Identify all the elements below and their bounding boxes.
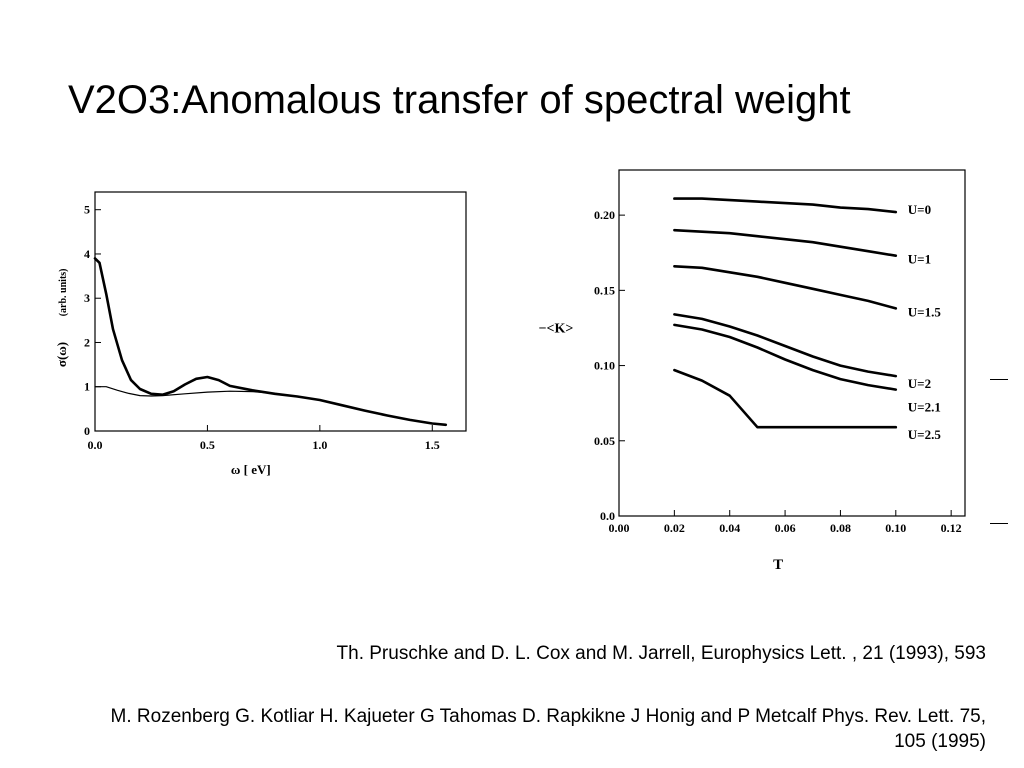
series-label: U=2 [908,376,931,391]
series-label: U=1 [908,252,931,267]
series-line-u-2-1 [673,323,898,391]
x-tick-label: 0.06 [775,521,796,535]
x-tick-label: 0.02 [664,521,685,535]
x-tick-label: 1.0 [312,438,327,452]
y-axis-label: −<K> [539,322,574,337]
y-tick-label: 0.20 [594,208,615,222]
optical-conductivity-chart: 0.0 0.5 1.0 1.5 0 1 2 3 4 5 ω [ eV] σ(ω) (arb. units… [54,191,467,477]
x-tick-label: 0.10 [885,521,906,535]
series-label: U=2.1 [908,400,941,415]
y-tick-label: 0.05 [594,434,615,448]
series-line-u-0 [673,197,898,214]
x-tick-label: 0.00 [609,521,630,535]
x-axis-label: ω [ eV] [231,462,271,477]
y-axis-label: σ(ω) [54,342,69,367]
kinetic-energy-chart: 0.00 0.02 0.04 0.06 0.08 0.10 0.12 0.0 0.05 0.10 0… [539,169,966,573]
plot-frame [618,169,966,517]
x-tick-label: 0.08 [830,521,851,535]
y-tick-label: 1 [84,380,90,394]
y-tick-label: 5 [84,203,90,217]
series-label: U=1.5 [908,304,942,319]
reference-pruschke: Th. Pruschke and D. L. Cox and M. Jarrel… [336,643,986,664]
x-tick-label: 0.5 [200,438,215,452]
series-label: U=2.5 [908,427,942,442]
x-axis-label: T [773,557,783,573]
slide-title: V2O3:Anomalous transfer of spectral weig… [68,78,851,122]
y-tick-label: 4 [84,247,90,261]
series-line-u-1-5 [673,265,898,310]
series-line-u-1 [673,228,898,257]
x-tick-label: 1.5 [425,438,440,452]
edge-tick-mark [990,523,1008,524]
y-axis-units-label: (arb. units) [58,268,69,316]
conductivity-curve-thin [94,386,447,426]
reference-rozenberg: M. Rozenberg G. Kotliar H. Kajueter G Ta… [110,706,986,752]
x-tick-label: 0.12 [941,521,962,535]
y-tick-label: 2 [84,335,90,349]
y-tick-label: 3 [84,291,90,305]
y-tick-label: 0.10 [594,359,615,373]
x-tick-label: 0.0 [88,438,103,452]
y-tick-label: 0.15 [594,283,615,297]
plot-frame [94,191,467,432]
conductivity-curve-thick [93,257,448,427]
series-line-u-2 [673,313,898,378]
y-tick-label: 0.0 [600,509,615,523]
edge-tick-mark [990,379,1008,380]
series-line-u-2-5 [673,368,898,429]
x-tick-label: 0.04 [719,521,740,535]
y-tick-label: 0 [84,424,90,438]
series-label: U=0 [908,202,931,217]
